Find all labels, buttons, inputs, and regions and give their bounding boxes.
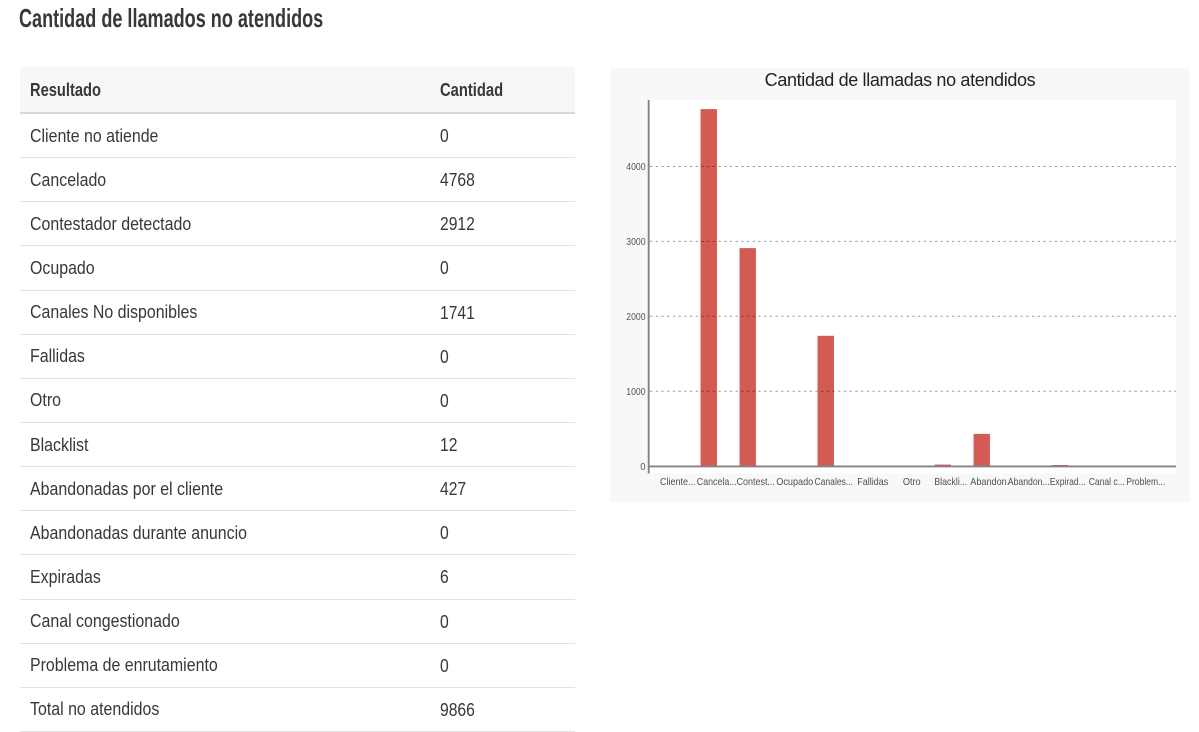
svg-text:4000: 4000 xyxy=(626,162,645,173)
svg-text:Fallidas: Fallidas xyxy=(857,477,888,488)
svg-text:2000: 2000 xyxy=(626,312,645,323)
svg-text:Expirad...: Expirad... xyxy=(1050,477,1086,488)
svg-text:Otro: Otro xyxy=(903,477,921,488)
svg-text:Contest...: Contest... xyxy=(737,477,775,488)
svg-text:Ocupado: Ocupado xyxy=(776,477,813,488)
svg-text:Blackli...: Blackli... xyxy=(934,477,967,488)
svg-text:Problem...: Problem... xyxy=(1126,477,1165,488)
svg-text:Canal c...: Canal c... xyxy=(1089,477,1125,488)
svg-text:3000: 3000 xyxy=(626,237,645,248)
svg-text:Canales...: Canales... xyxy=(815,477,854,488)
svg-text:1000: 1000 xyxy=(626,387,645,398)
svg-text:Abandon...: Abandon... xyxy=(1008,477,1050,488)
svg-text:0: 0 xyxy=(640,462,646,473)
svg-text:Cliente...: Cliente... xyxy=(660,477,695,488)
svg-text:Abandon.: Abandon. xyxy=(970,477,1009,488)
svg-text:Cancela...: Cancela... xyxy=(697,477,737,488)
